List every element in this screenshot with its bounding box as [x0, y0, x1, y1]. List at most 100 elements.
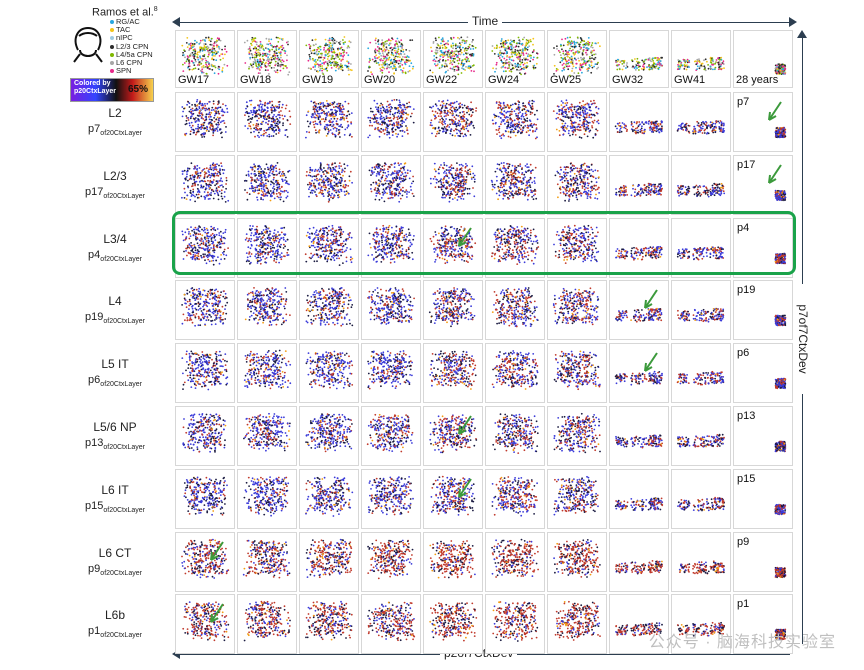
scatter-point — [375, 120, 378, 122]
scatter-point — [454, 118, 457, 120]
scatter-point — [475, 107, 478, 109]
scatter-point — [341, 126, 344, 128]
scatter-point — [562, 62, 565, 65]
scatter-point — [588, 64, 591, 66]
scatter-point — [257, 123, 260, 126]
scatter-point — [189, 117, 192, 120]
scatter-point — [317, 118, 320, 121]
scatter-point — [451, 63, 454, 66]
scatter-point — [528, 134, 530, 137]
legend-title-text: Ramos et al. — [92, 7, 154, 19]
scatter-point — [399, 130, 402, 132]
scatter-point — [704, 58, 707, 61]
scatter-point — [457, 56, 459, 59]
scatter-point — [582, 106, 585, 108]
scatter-point — [702, 65, 704, 68]
scatter-point — [196, 120, 198, 122]
scatter-point — [564, 49, 567, 52]
scatter-point — [266, 59, 268, 62]
scatter-point — [336, 117, 339, 120]
scatter-point — [342, 55, 345, 58]
scatter-point — [192, 188, 195, 191]
scatter-point — [255, 49, 258, 52]
scatter-point — [510, 68, 512, 71]
scatter-point — [208, 49, 211, 52]
scatter-point — [777, 133, 780, 136]
scatter-point — [259, 58, 262, 61]
scatter-point — [457, 134, 460, 137]
scatter-point — [584, 113, 587, 116]
scatter-point — [590, 116, 593, 119]
scatter-point — [505, 106, 507, 108]
scatter-point — [383, 108, 386, 110]
scatter-point — [520, 132, 522, 135]
scatter-point — [552, 110, 555, 112]
scatter-point — [582, 50, 585, 52]
scatter-point — [315, 53, 318, 56]
scatter-point — [774, 69, 777, 72]
scatter-point — [193, 181, 196, 184]
scatter-point — [248, 122, 250, 125]
scatter-point — [288, 71, 291, 73]
scatter-point — [436, 112, 439, 115]
scatter-point — [380, 43, 383, 45]
scatter-point — [583, 61, 585, 64]
scatter-point — [616, 131, 619, 133]
row-name: L3/4 — [60, 232, 170, 246]
scatter-point — [201, 71, 203, 74]
scatter-point — [700, 122, 703, 124]
scatter-point — [435, 49, 437, 51]
scatter-point — [523, 105, 526, 108]
scatter-point — [376, 102, 379, 105]
scatter-point — [281, 63, 284, 66]
scatter-point — [188, 178, 191, 181]
scatter-point — [198, 180, 201, 183]
scatter-point — [285, 196, 288, 199]
panel-celltype-3: GW20 — [361, 30, 421, 88]
scatter-point — [348, 73, 350, 76]
scatter-point — [249, 56, 252, 59]
scatter-point — [248, 46, 251, 48]
scatter-point — [188, 122, 191, 125]
scatter-point — [583, 56, 585, 59]
scatter-point — [499, 105, 502, 108]
scatter-point — [397, 48, 400, 50]
scatter-point — [212, 178, 215, 181]
scatter-point — [332, 127, 335, 130]
scatter-point — [643, 62, 646, 65]
row-program-subscript: of20CtxLayer — [100, 256, 142, 263]
scatter-point — [382, 109, 385, 112]
scatter-point — [199, 69, 202, 72]
column-label: GW24 — [488, 74, 519, 86]
scatter-point — [375, 42, 377, 45]
scatter-point — [520, 118, 523, 120]
scatter-point — [214, 128, 216, 130]
scatter-point — [451, 113, 454, 115]
scatter-point — [510, 53, 513, 56]
scatter-point — [202, 64, 205, 67]
scatter-point — [446, 125, 448, 128]
scatter-point — [307, 67, 310, 70]
scatter-point — [679, 64, 681, 67]
scatter-point — [441, 104, 444, 107]
scatter-point — [510, 43, 512, 46]
scatter-point — [181, 172, 184, 175]
scatter-point — [438, 109, 441, 111]
scatter-point — [657, 57, 659, 59]
scatter-point — [253, 39, 255, 42]
scatter-plot — [367, 37, 415, 76]
scatter-point — [648, 127, 651, 129]
scatter-point — [260, 106, 263, 109]
scatter-point — [439, 129, 441, 132]
scatter-point — [495, 63, 498, 66]
scatter-point — [260, 123, 262, 125]
scatter-point — [385, 42, 388, 45]
scatter-point — [592, 136, 595, 139]
scatter-point — [280, 61, 283, 64]
scatter-point — [326, 62, 329, 65]
scatter-point — [462, 128, 465, 131]
scatter-point — [661, 121, 663, 123]
scatter-point — [573, 128, 575, 131]
scatter-point — [470, 101, 472, 104]
scatter-point — [269, 193, 272, 196]
